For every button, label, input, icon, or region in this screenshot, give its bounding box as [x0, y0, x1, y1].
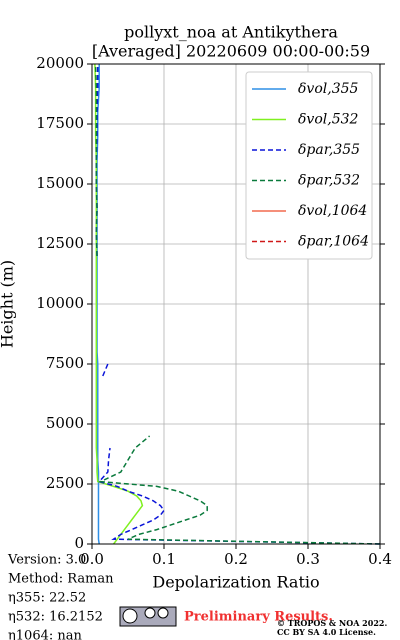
data-line	[97, 435, 381, 545]
plot-frame	[91, 63, 381, 545]
copyright-text: © TROPOS & NOA 2022.	[277, 618, 387, 628]
y-tick-label: 10000	[36, 294, 84, 312]
info-text: η1064: nan	[8, 629, 83, 640]
cc-logo	[119, 606, 177, 627]
data-line	[97, 447, 381, 545]
legend-label: δvol,1064	[298, 203, 367, 219]
y-tick-label: 2500	[46, 474, 84, 492]
y-tick-label: 0	[74, 534, 84, 552]
y-tick-label: 12500	[36, 234, 84, 252]
data-line	[94, 63, 98, 257]
info-text: η532: 16.2152	[8, 610, 103, 625]
y-tick-label: 20000	[36, 54, 84, 72]
legend-label: δpar,355	[298, 142, 360, 158]
legend-label: δvol,355	[298, 81, 359, 97]
legend-label: δpar,532	[298, 173, 360, 189]
y-tick-label: 7500	[46, 354, 84, 372]
x-tick-label: 0.1	[152, 550, 176, 568]
y-tick-label: 5000	[46, 414, 84, 432]
x-axis-label: Depolarization Ratio	[152, 573, 319, 592]
x-tick-label: 0.0	[80, 550, 104, 568]
y-tick-label: 15000	[36, 174, 84, 192]
legend-label: δpar,1064	[298, 234, 369, 250]
legend: δvol,355 δvol,532 δpar,355 δpar,532 δvol,106…	[245, 71, 373, 260]
data-line	[102, 363, 109, 377]
info-text: η355: 22.52	[8, 591, 86, 606]
legend-label: δvol,532	[298, 112, 359, 128]
info-text: Method: Raman	[8, 572, 114, 587]
x-tick-label: 0.2	[224, 550, 248, 568]
legend-frame	[245, 71, 373, 260]
x-tick-label: 0.4	[368, 550, 392, 568]
info-text: Version: 3.0	[7, 553, 86, 568]
preliminary-note: Preliminary Results.	[184, 610, 333, 625]
copyright-text: CC BY SA 4.0 License.	[277, 627, 376, 637]
chart-title: pollyxt_noa at Antikythera	[124, 23, 338, 42]
y-axis-label: Height (m)	[0, 260, 17, 348]
y-tick-label: 17500	[36, 114, 84, 132]
x-tick-label: 0.3	[296, 550, 320, 568]
chart-subtitle: [Averaged] 20220609 00:00-00:59	[92, 42, 370, 61]
